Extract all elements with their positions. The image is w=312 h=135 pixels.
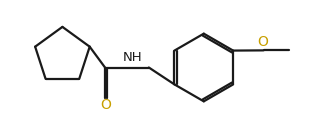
Text: NH: NH	[122, 51, 142, 64]
Text: O: O	[100, 98, 111, 112]
Text: O: O	[257, 35, 268, 49]
